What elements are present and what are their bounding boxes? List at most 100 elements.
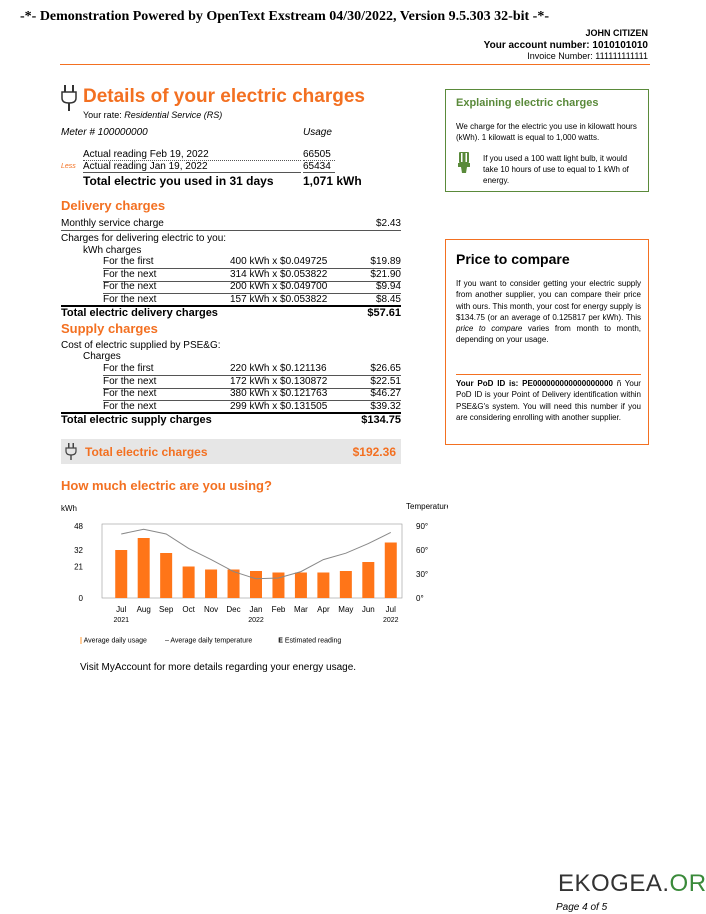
delivery-line-label: For the next <box>103 293 157 305</box>
reading-1-label: Actual reading Feb 19, 2022 <box>83 149 301 161</box>
pod-text: Your PoD ID is your Point of Delivery id… <box>456 379 641 422</box>
usage-bar <box>339 571 352 598</box>
delivery-total-rule <box>61 305 401 307</box>
reading-2-value: 65434 <box>303 161 335 173</box>
delivery-line-rate: 314 kWh x $0.053822 <box>230 268 328 280</box>
visit-myaccount: Visit MyAccount for more details regardi… <box>80 662 357 673</box>
usage-bar <box>317 572 330 598</box>
explaining-p1: We charge for the electric you use in ki… <box>456 122 637 142</box>
supply-line-amount: $39.32 <box>370 400 401 412</box>
pod-glyph: ñ <box>616 379 622 388</box>
rate-value: Residential Service (RS) <box>124 110 223 120</box>
temperature-line <box>121 528 391 580</box>
delivery-line-amount: $21.90 <box>370 268 401 280</box>
account-name: JOHN CITIZEN <box>585 28 648 38</box>
legend-temp-swatch <box>164 640 169 641</box>
delivery-line-amount: $8.45 <box>375 293 401 305</box>
plug-icon-small <box>65 443 77 465</box>
supply-cost-label: Cost of electric supplied by PSE&G: <box>61 340 221 351</box>
logo-green: ORG <box>669 870 706 897</box>
lightbulb-icon <box>456 151 472 180</box>
header-divider <box>60 64 650 65</box>
usage-bar <box>205 569 218 598</box>
delivery-line-amount: $19.89 <box>370 256 401 267</box>
monthly-service-amount: $2.43 <box>375 218 401 229</box>
y-tick-label: 48 <box>74 522 83 531</box>
explaining-p2: If you used a 100 watt light bulb, it wo… <box>483 154 629 185</box>
plug-icon <box>60 84 78 117</box>
legend-temp-label: Average daily temperature <box>170 637 253 645</box>
total-charges-label: Total electric charges <box>85 445 208 459</box>
demo-banner: -*- Demonstration Powered by OpenText Ex… <box>20 9 549 24</box>
x-tick-label: Mar <box>294 605 308 614</box>
monthly-service-row: Monthly service charge $2.43 <box>61 218 401 231</box>
x-year-label: 2022 <box>248 617 264 624</box>
supply-line-rate: 299 kWh x $0.131505 <box>230 400 328 412</box>
legend-estimated-mark: E <box>278 637 283 645</box>
total-used-label: Total electric you used in 31 days <box>83 174 274 188</box>
usage-bar <box>250 571 262 598</box>
total-charges-bar: Total electric charges $192.36 <box>61 439 401 464</box>
usage-chart: kWh Temperature 48 32 21 0 90° 60° 30° 0° Jul Aug Se… <box>61 502 448 624</box>
x-tick-label: Oct <box>182 605 195 614</box>
usage-bar <box>362 562 375 598</box>
usage-bar <box>115 550 128 598</box>
supply-line-rate: 380 kWh x $0.121763 <box>230 388 328 399</box>
x-tick-label: Jun <box>362 605 375 614</box>
legend-usage-label: Average daily usage <box>83 637 147 645</box>
supply-line-amount: $26.65 <box>370 363 401 374</box>
logo-dark: EKOGEA. <box>558 870 670 897</box>
pod-label: Your PoD ID is: PE000000000000000000 <box>456 379 613 388</box>
legend: Average daily usage Average daily temper… <box>80 637 341 644</box>
price-p1-em: price to compare <box>456 324 523 334</box>
legend-estimated-label: Estimated reading <box>284 637 342 645</box>
details-title: Details of your electric charges <box>83 86 365 107</box>
usage-bar <box>227 569 240 598</box>
x-tick-label: Apr <box>317 605 330 614</box>
kwh-charges-label: kWh charges <box>83 245 142 256</box>
usage-bar <box>384 542 397 598</box>
less-label: Less <box>61 163 76 170</box>
y2-tick-label: 90° <box>416 522 428 531</box>
supply-line-label: For the next <box>103 388 157 399</box>
footer-logo: EKOGEA.ORG <box>558 870 706 898</box>
y2-tick-label: 0° <box>416 594 424 603</box>
delivery-line-row: For the first 400 kWh x $0.049725 $19.89 <box>103 256 401 269</box>
reading-1-value: 66505 <box>303 149 335 161</box>
supply-line-label: For the next <box>103 400 157 412</box>
x-tick-label: Jul <box>116 605 126 614</box>
delivery-charges-for: Charges for delivering electric to you: <box>61 233 227 244</box>
x-tick-label: Dec <box>226 605 240 614</box>
y2-tick-label: 30° <box>416 570 428 579</box>
x-tick-label: Feb <box>272 605 286 614</box>
price-paragraph: If you want to consider getting your ele… <box>456 278 641 346</box>
monthly-service-label: Monthly service charge <box>61 218 164 229</box>
usage-bar <box>160 553 173 598</box>
supply-title: Supply charges <box>61 321 158 336</box>
x-tick-label: Nov <box>204 605 218 614</box>
y2-axis-title: Temperature <box>406 502 448 511</box>
x-tick-label: Sep <box>159 605 174 614</box>
pod-paragraph: Your PoD ID is: PE000000000000000000 ñ Y… <box>456 378 641 423</box>
reading-2-label: Actual reading Jan 19, 2022 <box>83 161 301 173</box>
usage-title: How much electric are you using? <box>61 478 272 493</box>
meter-number: Meter # 100000000 <box>61 127 148 138</box>
x-tick-label: Jan <box>250 605 263 614</box>
price-box: Price to compare If you want to consider… <box>445 239 649 445</box>
delivery-line-rate: 400 kWh x $0.049725 <box>230 256 328 267</box>
x-tick-label: Aug <box>137 605 151 614</box>
invoice-number: Invoice Number: 111111111111 <box>527 51 648 61</box>
supply-line-label: For the next <box>103 375 157 387</box>
usage-header: Usage <box>303 127 332 138</box>
delivery-line-row: For the next 200 kWh x $0.049700 $9.94 <box>103 281 401 294</box>
delivery-line-label: For the first <box>103 256 154 267</box>
delivery-line-amount: $9.94 <box>375 281 401 292</box>
supply-total-rule <box>61 412 401 414</box>
total-charges-amount: $192.36 <box>352 445 396 459</box>
supply-line-amount: $46.27 <box>370 388 401 399</box>
usage-bar <box>272 572 285 598</box>
delivery-line-row: For the next 314 kWh x $0.053822 $21.90 <box>103 268 401 282</box>
delivery-total-label: Total electric delivery charges <box>61 307 218 319</box>
supply-line-amount: $22.51 <box>370 375 401 387</box>
supply-line-row: For the first 220 kWh x $0.121136 $26.65 <box>103 363 401 376</box>
